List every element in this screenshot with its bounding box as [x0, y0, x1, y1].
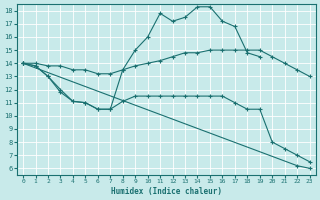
- X-axis label: Humidex (Indice chaleur): Humidex (Indice chaleur): [111, 187, 222, 196]
